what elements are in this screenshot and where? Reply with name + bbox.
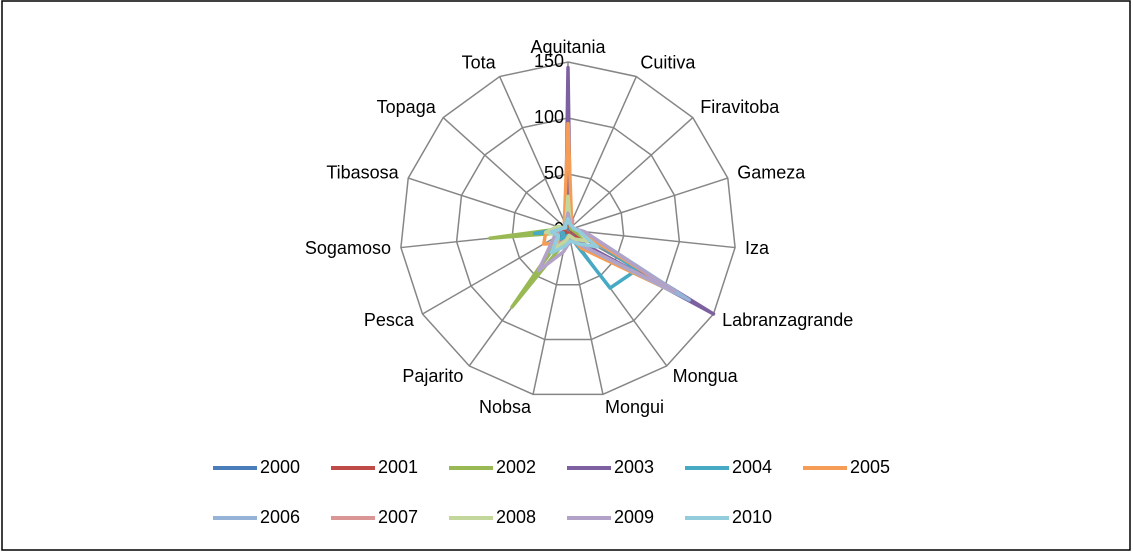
spoke xyxy=(532,229,569,395)
spoke xyxy=(567,177,729,231)
r-tick-label: 100 xyxy=(534,107,564,127)
legend-label: 2004 xyxy=(732,457,772,477)
category-label: Sogamoso xyxy=(305,238,391,258)
spoke xyxy=(567,76,638,231)
category-label: Iza xyxy=(745,238,770,258)
category-label: Firavitoba xyxy=(700,97,780,117)
legend-label: 2005 xyxy=(850,457,890,477)
grid-ring xyxy=(455,117,681,341)
series-line xyxy=(549,217,599,255)
grid-ring xyxy=(400,61,736,396)
legend-label: 2007 xyxy=(378,507,418,527)
category-label: Nobsa xyxy=(479,397,532,417)
spoke xyxy=(442,117,569,231)
legend-label: 2006 xyxy=(260,507,300,527)
spoke xyxy=(567,117,694,231)
legend-label: 2010 xyxy=(732,507,772,527)
spoke xyxy=(498,76,569,231)
category-label: Gameza xyxy=(737,163,806,183)
legend-label: 2008 xyxy=(496,507,536,527)
category-label: Tibasosa xyxy=(326,163,399,183)
category-label: Pajarito xyxy=(402,366,463,386)
category-label: Aquitania xyxy=(530,37,606,57)
spoke xyxy=(567,229,736,249)
category-label: Topaga xyxy=(377,97,437,117)
legend-label: 2000 xyxy=(260,457,300,477)
category-label: Mongui xyxy=(605,397,664,417)
r-tick-label: 50 xyxy=(544,163,564,183)
legend-label: 2003 xyxy=(614,457,654,477)
category-label: Labranzagrande xyxy=(722,310,853,330)
r-tick-label: 150 xyxy=(534,51,564,71)
legend-label: 2009 xyxy=(614,507,654,527)
category-label: Cuitiva xyxy=(640,52,696,72)
spoke xyxy=(407,177,569,231)
spoke xyxy=(567,229,604,395)
legend-label: 2001 xyxy=(378,457,418,477)
legend-label: 2002 xyxy=(496,457,536,477)
grid-ring xyxy=(511,173,625,286)
category-label: Mongua xyxy=(673,366,739,386)
category-label: Pesca xyxy=(364,310,415,330)
category-label: Tota xyxy=(462,52,497,72)
